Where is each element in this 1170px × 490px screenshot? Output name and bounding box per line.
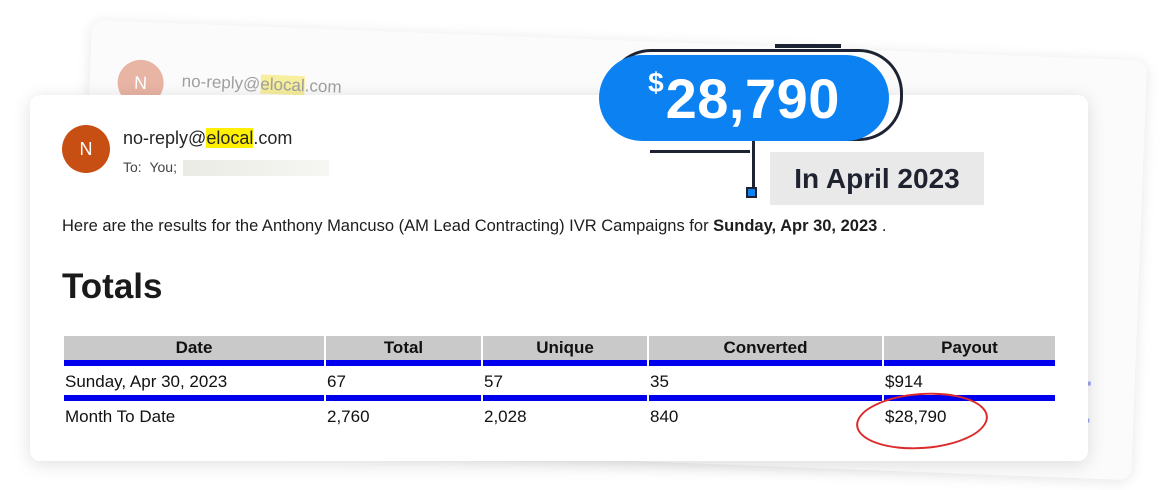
to-label: To: xyxy=(123,159,142,175)
totals-table: Date Total Unique Converted Payout Sunda… xyxy=(62,336,1057,430)
redacted-recipient xyxy=(182,160,329,177)
intro-text: Here are the results for the Anthony Man… xyxy=(62,217,714,235)
to-value: You; xyxy=(149,159,177,175)
cell-unique: 57 xyxy=(483,366,647,401)
cell-payout: $28,790 xyxy=(885,406,947,426)
totals-heading: Totals xyxy=(62,267,163,306)
recipient-line: To: You; xyxy=(123,159,329,177)
intro-end: . xyxy=(877,217,887,235)
column-header-unique: Unique xyxy=(483,336,647,366)
cell-date: Sunday, Apr 30, 2023 xyxy=(64,366,324,401)
sender-address[interactable]: no-reply@elocal.com xyxy=(123,128,292,149)
table-header-row: Date Total Unique Converted Payout xyxy=(64,336,1055,366)
period-label: In April 2023 xyxy=(770,152,984,205)
callout-tab-accent xyxy=(775,44,841,48)
sender-suffix: .com xyxy=(253,128,293,148)
cell-date: Month To Date xyxy=(65,406,176,426)
column-header-converted: Converted xyxy=(649,336,882,366)
sender-prefix: no-reply@ xyxy=(181,71,261,94)
sender-prefix: no-reply@ xyxy=(123,128,207,148)
cell-converted: 840 xyxy=(650,406,679,426)
callout-connector-dot xyxy=(746,187,757,198)
cell-payout: $914 xyxy=(884,366,1055,401)
cell-converted: 35 xyxy=(649,366,882,401)
cell-total: 2,760 xyxy=(327,406,370,426)
column-header-date: Date xyxy=(64,336,324,366)
callout-connector-vertical xyxy=(752,141,755,189)
sender-suffix: .com xyxy=(304,76,342,97)
callout-connector-horizontal xyxy=(650,150,750,153)
sender-address: no-reply@elocal.com xyxy=(181,71,342,97)
email-intro: Here are the results for the Anthony Man… xyxy=(62,217,886,236)
currency-symbol: $ xyxy=(648,67,664,98)
sender-highlight: elocal xyxy=(259,74,306,96)
cell-total: 67 xyxy=(326,366,481,401)
sender-highlight: elocal xyxy=(206,128,254,148)
cell-unique: 2,028 xyxy=(484,406,527,426)
column-header-total: Total xyxy=(326,336,481,366)
table-row: Sunday, Apr 30, 2023 67 57 35 $914 xyxy=(64,366,1055,401)
payout-callout-badge: $ 28,790 xyxy=(599,55,889,141)
table-row: Month To Date 2,760 2,028 840 $28,790 xyxy=(64,401,1055,430)
intro-date: Sunday, Apr 30, 2023 xyxy=(713,217,878,235)
column-header-payout: Payout xyxy=(884,336,1055,366)
sender-avatar[interactable]: N xyxy=(62,125,110,173)
payout-amount: 28,790 xyxy=(665,66,840,130)
